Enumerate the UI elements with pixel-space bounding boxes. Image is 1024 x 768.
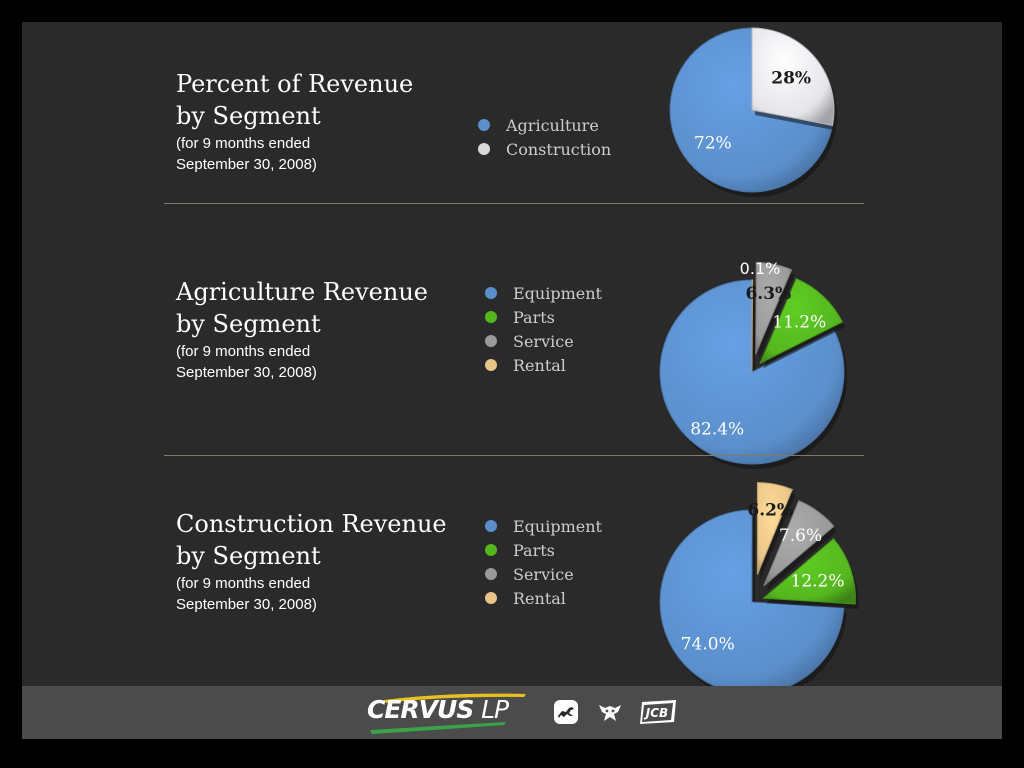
pie-slice-shadow bbox=[755, 285, 756, 377]
legend-label: Rental bbox=[513, 355, 566, 375]
legend-label: Service bbox=[513, 564, 574, 584]
title-line-2: by Segment bbox=[176, 310, 321, 338]
legend-dot bbox=[485, 359, 497, 371]
pie-slice-service bbox=[755, 261, 793, 355]
pie-label-equipment: 82.4% bbox=[690, 419, 744, 439]
subtitle-line-2: September 30, 2008) bbox=[176, 364, 317, 381]
section-2-title: Agriculture Revenue by Segment (for 9 mo… bbox=[176, 276, 428, 383]
pie-label-equipment: 74.0% bbox=[681, 635, 735, 655]
legend-item-construction: Construction bbox=[478, 137, 611, 161]
legend-item-service: Service bbox=[485, 562, 602, 586]
bobcat-logo-icon bbox=[599, 705, 621, 721]
legend-item-agriculture: Agriculture bbox=[478, 113, 611, 137]
pie-label-agriculture: 72% bbox=[694, 133, 732, 153]
logo-main-text: CERVUS bbox=[367, 695, 474, 724]
subtitle-line-1: (for 9 months ended bbox=[176, 343, 311, 360]
legend-agriculture-segment: Equipment Parts Service Rental bbox=[485, 281, 602, 377]
legend-item-service: Service bbox=[485, 329, 602, 353]
legend-revenue-segment: Agriculture Construction bbox=[478, 113, 611, 161]
legend-label: Parts bbox=[513, 307, 555, 327]
footer-logo-bar: CERVUS LP JCB bbox=[22, 686, 1002, 739]
pie-label-rental: 6.2% bbox=[747, 501, 793, 521]
pie-label-service: 7.6% bbox=[779, 526, 822, 546]
pie-label-rental: 0.1% bbox=[740, 259, 781, 278]
pie-slice-parts bbox=[762, 537, 856, 605]
legend-item-equipment: Equipment bbox=[485, 514, 602, 538]
legend-dot bbox=[485, 568, 497, 580]
cervus-logo-swoosh-icon bbox=[370, 693, 526, 734]
subtitle-line-1: (for 9 months ended bbox=[176, 135, 311, 152]
legend-dot bbox=[485, 592, 497, 604]
pie-label-service: 6.3% bbox=[745, 284, 791, 304]
pie-slice-service bbox=[763, 500, 835, 587]
section-3-title: Construction Revenue by Segment (for 9 m… bbox=[176, 508, 447, 615]
legend-item-rental: Rental bbox=[485, 353, 602, 377]
section-1-title: Percent of Revenue by Segment (for 9 mon… bbox=[176, 68, 413, 175]
pie-slice-rental bbox=[756, 482, 794, 575]
legend-label: Rental bbox=[513, 588, 566, 608]
legend-dot bbox=[485, 520, 497, 532]
pie-label-parts: 11.2% bbox=[772, 313, 826, 333]
title-line-1: Percent of Revenue bbox=[176, 70, 414, 98]
title-line-1: Agriculture Revenue bbox=[176, 278, 428, 306]
title-line-1: Construction Revenue bbox=[176, 510, 447, 538]
pie-chart-construction-segment: 74.0% 12.2% 7.6% 6.2% bbox=[659, 482, 859, 699]
subtitle-line-1: (for 9 months ended bbox=[176, 575, 311, 592]
pie-slice-parts bbox=[759, 277, 844, 365]
legend-label: Equipment bbox=[513, 283, 602, 303]
legend-dot bbox=[478, 143, 490, 155]
title-line-2: by Segment bbox=[176, 102, 321, 130]
legend-item-equipment: Equipment bbox=[485, 281, 602, 305]
legend-dot bbox=[485, 311, 497, 323]
subtitle-line-2: September 30, 2008) bbox=[176, 596, 317, 613]
legend-item-parts: Parts bbox=[485, 305, 602, 329]
pie-slice-agriculture bbox=[669, 27, 834, 193]
legend-item-parts: Parts bbox=[485, 538, 602, 562]
legend-label: Service bbox=[513, 331, 574, 351]
jcb-logo-icon: JCB bbox=[640, 700, 676, 724]
legend-dot bbox=[485, 335, 497, 347]
pie-slice-construction bbox=[751, 27, 835, 126]
legend-label: Equipment bbox=[513, 516, 602, 536]
title-line-2: by Segment bbox=[176, 542, 321, 570]
logo-suffix-text: LP bbox=[481, 695, 509, 724]
pie-chart-revenue-segment: 72% 28% bbox=[669, 27, 837, 197]
cervus-logo: CERVUS LP bbox=[367, 695, 509, 724]
divider bbox=[164, 203, 864, 204]
legend-label: Parts bbox=[513, 540, 555, 560]
pie-label-parts: 12.2% bbox=[791, 571, 845, 591]
pie-slice-equipment bbox=[659, 509, 845, 695]
slide: Percent of Revenue by Segment (for 9 mon… bbox=[22, 22, 1002, 739]
pie-chart-agriculture-segment: 82.4% 11.2% 6.3% 0.1% bbox=[659, 259, 847, 469]
jcb-logo-text: JCB bbox=[644, 706, 668, 720]
subtitle-line-2: September 30, 2008) bbox=[176, 156, 317, 173]
legend-label: Construction bbox=[506, 139, 612, 159]
legend-item-rental: Rental bbox=[485, 586, 602, 610]
pie-label-construction: 28% bbox=[771, 69, 811, 89]
legend-dot bbox=[478, 119, 490, 131]
legend-construction-segment: Equipment Parts Service Rental bbox=[485, 514, 602, 610]
pie-slice-rental bbox=[751, 279, 754, 373]
legend-dot bbox=[485, 544, 497, 556]
legend-label: Agriculture bbox=[506, 115, 599, 135]
divider bbox=[164, 455, 864, 456]
legend-dot bbox=[485, 287, 497, 299]
deer-logo-icon bbox=[554, 700, 578, 724]
